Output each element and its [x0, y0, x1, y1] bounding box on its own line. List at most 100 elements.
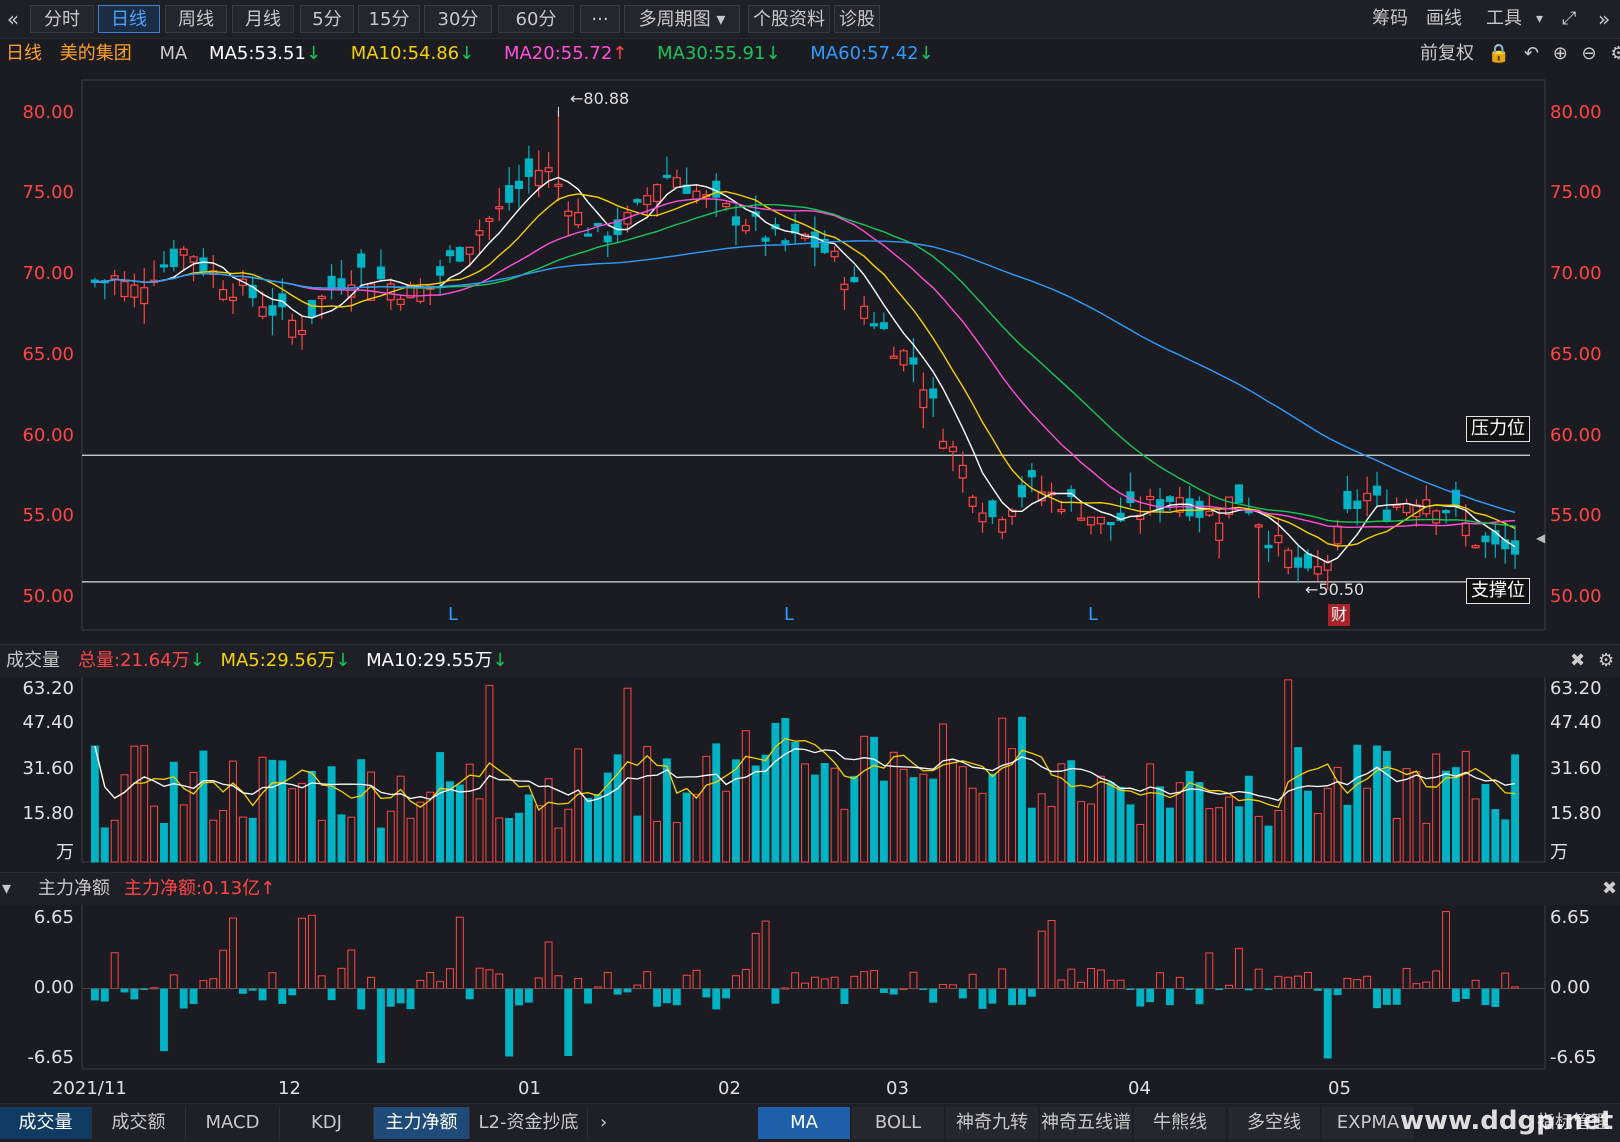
l-marker[interactable]: L: [448, 604, 459, 625]
mainflow-bar: [209, 978, 218, 990]
close-icon[interactable]: ✖: [1602, 878, 1618, 899]
mainflow-bar: [544, 941, 553, 989]
mainflow-bar: [850, 975, 859, 989]
volume-bar: [1422, 822, 1431, 863]
indicator-tab-5[interactable]: L2-资金抄底: [470, 1107, 588, 1139]
overlay-tab-6[interactable]: EXPMA: [1322, 1107, 1415, 1139]
arrow-up-icon: ↑: [612, 43, 628, 64]
tools-button[interactable]: 工具: [1486, 8, 1522, 29]
indicator-tab-2[interactable]: MACD: [186, 1107, 280, 1139]
tab-11[interactable]: 诊股: [834, 5, 880, 33]
tab-8[interactable]: ···: [580, 5, 620, 33]
ma-label[interactable]: MA: [159, 43, 188, 64]
overlay-tab-1[interactable]: BOLL: [852, 1107, 945, 1139]
volume-bar: [554, 827, 563, 863]
double-chevron-right-icon[interactable]: »: [1598, 7, 1611, 31]
indicator-tab-3[interactable]: KDJ: [280, 1107, 374, 1139]
volume-bar: [376, 827, 385, 863]
tab-1[interactable]: 日线: [98, 5, 160, 33]
kline-chart[interactable]: [0, 0, 1620, 1103]
mainflow-bar: [288, 988, 297, 996]
mainflow-bar: [1057, 979, 1066, 989]
tab-0[interactable]: 分时: [30, 5, 94, 33]
candle-body: [110, 275, 119, 280]
overlay-tab-0[interactable]: MA: [758, 1107, 851, 1139]
indicator-tab-0[interactable]: 成交量: [0, 1107, 92, 1139]
volume-bar: [1481, 784, 1490, 863]
indicator-tab-1[interactable]: 成交额: [92, 1107, 186, 1139]
overlay-tab-2[interactable]: 神奇九转: [946, 1107, 1039, 1139]
tab-6[interactable]: 30分: [424, 5, 492, 33]
tab-3[interactable]: 月线: [232, 5, 294, 33]
ma20-value: MA20:55.72: [503, 43, 613, 64]
volume-bar: [889, 751, 898, 863]
candle-body: [1254, 524, 1263, 528]
volume-bar: [357, 759, 366, 863]
lock-icon[interactable]: 🔒: [1487, 43, 1511, 64]
tab-9[interactable]: 多周期图 ▾: [624, 5, 740, 33]
candle-body: [988, 500, 997, 518]
double-chevron-left-icon[interactable]: «: [6, 7, 20, 31]
mainflow-bar: [653, 988, 662, 1007]
adjust-mode[interactable]: 前复权: [1420, 43, 1474, 64]
mainflow-bar: [100, 988, 109, 1002]
l-marker[interactable]: L: [784, 604, 795, 625]
overlay-tab-3[interactable]: 神奇五线谱: [1040, 1107, 1133, 1139]
indicator-tab-4[interactable]: 主力净额: [374, 1107, 470, 1139]
volume-title[interactable]: 成交量: [6, 650, 60, 671]
chips-button[interactable]: 筹码: [1372, 8, 1408, 29]
candle-body: [968, 496, 977, 507]
zoom-in-icon[interactable]: ⊕: [1552, 43, 1568, 64]
earnings-marker[interactable]: 财: [1328, 604, 1350, 626]
l-marker[interactable]: L: [1088, 604, 1099, 625]
candle-body: [505, 185, 514, 203]
volume-bar: [1067, 760, 1076, 863]
top-toolbar: « 分时 日线 周线 月线 5分 15分 30分 60分 ··· 多周期图 ▾ 个股资料 诊股 筹码 …: [0, 0, 1620, 39]
chevron-down-icon[interactable]: ▾: [2, 878, 12, 899]
volume-bar: [1461, 750, 1470, 863]
mainflow-bar: [1471, 979, 1480, 990]
candle-body: [998, 518, 1007, 533]
zoom-out-icon[interactable]: ⊖: [1581, 43, 1597, 64]
indicator-manage-button[interactable]: 指标管理: [1526, 1107, 1620, 1139]
volume-bar: [455, 784, 464, 863]
overlay-tab-4[interactable]: 牛熊线: [1134, 1107, 1227, 1139]
chevron-down-icon[interactable]: ▾: [1536, 11, 1544, 27]
price-axis-r-tick: 80.00: [1550, 102, 1602, 123]
tab-5[interactable]: 15分: [358, 5, 420, 33]
mainflow-bar: [219, 949, 228, 989]
tab-2[interactable]: 周线: [165, 5, 227, 33]
tab-10[interactable]: 个股资料: [748, 5, 830, 33]
candle-body: [1037, 491, 1046, 502]
volume-bar: [850, 775, 859, 863]
volume-bar: [623, 687, 632, 863]
mainflow-bar: [1501, 972, 1510, 989]
mainflow-bar: [465, 988, 474, 1000]
mainflow-bar: [534, 977, 543, 990]
volume-bar: [781, 718, 790, 863]
undo-icon[interactable]: ↶: [1523, 43, 1539, 64]
ma10-line: [94, 190, 1516, 547]
tab-7[interactable]: 60分: [498, 5, 574, 33]
volume-bar: [1491, 809, 1500, 863]
volume-bar: [436, 752, 445, 863]
expand-icon[interactable]: ⤢: [1562, 8, 1577, 29]
volume-bar: [1382, 750, 1391, 863]
volume-bar: [120, 774, 129, 863]
mainflow-bar: [1116, 979, 1125, 989]
candle-body: [268, 305, 277, 316]
current-price-pointer: ◀: [1536, 531, 1546, 545]
tab-4[interactable]: 5分: [300, 5, 354, 33]
mainflow-title[interactable]: 主力净额: [38, 878, 110, 899]
period-label: 日线: [6, 43, 42, 64]
draw-line-button[interactable]: 画线: [1426, 8, 1462, 29]
mainflow-bar: [1432, 970, 1441, 990]
close-icon[interactable]: ✖: [1570, 650, 1586, 671]
volume-bar: [229, 760, 237, 863]
volume-bar: [475, 798, 484, 863]
gear-icon[interactable]: ⚙: [1598, 650, 1615, 671]
overlay-tab-5[interactable]: 多空线: [1228, 1107, 1321, 1139]
chevron-right-icon[interactable]: ›: [600, 1112, 608, 1133]
gear-icon[interactable]: ⚙: [1610, 43, 1620, 64]
volume-bar: [1008, 748, 1017, 863]
